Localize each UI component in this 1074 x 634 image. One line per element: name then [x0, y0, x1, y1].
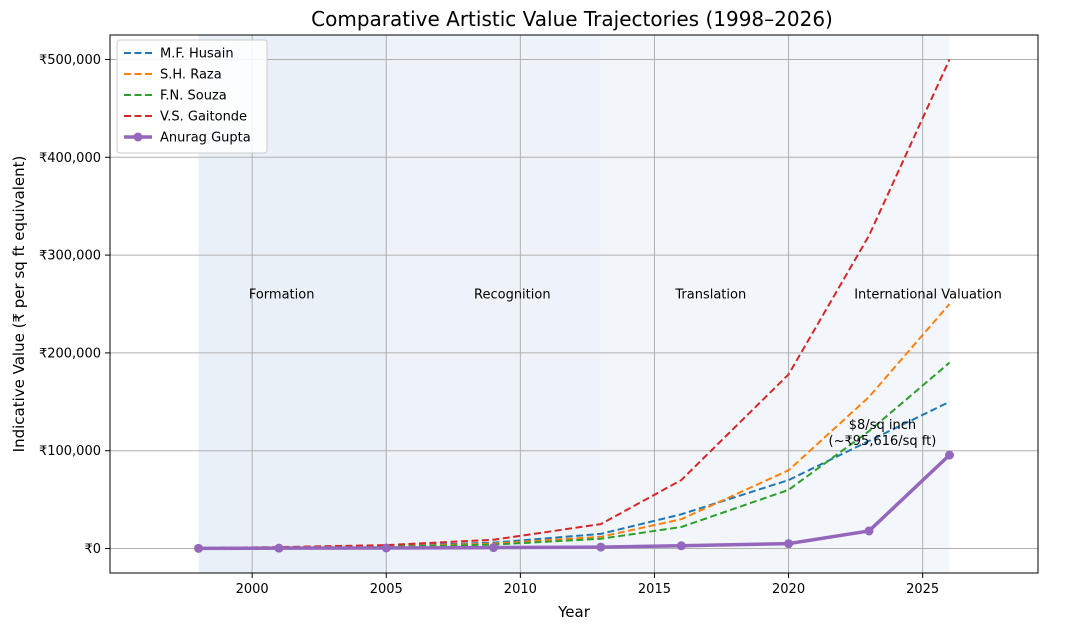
phase-label-recognition: Recognition: [474, 288, 551, 303]
y-tick-label-400000: ₹400,000: [39, 151, 101, 166]
data-point-anurag-gupta-2023: [864, 526, 874, 536]
annotation-line-2: (~₹95,616/sq ft): [829, 434, 937, 449]
legend-marker-anurag-gupta: [133, 132, 143, 142]
x-tick-label-2010: 2010: [504, 582, 537, 597]
y-tick-label-0: ₹0: [84, 542, 101, 557]
phase-band-translation: [600, 35, 789, 573]
chart-title: Comparative Artistic Value Trajectories …: [311, 7, 833, 31]
y-tick-label-300000: ₹300,000: [39, 249, 101, 264]
data-point-anurag-gupta-2013: [596, 542, 606, 552]
x-tick-label-2025: 2025: [906, 582, 939, 597]
data-point-anurag-gupta-2026: [944, 450, 954, 460]
legend-label-v-s-gaitonde: V.S. Gaitonde: [160, 110, 247, 125]
legend-box: [116, 39, 268, 154]
x-tick-label-2015: 2015: [638, 582, 671, 597]
y-axis-title: Indicative Value (₹ per sq ft equivalent…: [10, 156, 28, 453]
data-point-anurag-gupta-2001: [274, 543, 284, 553]
y-tick-label-500000: ₹500,000: [39, 53, 101, 68]
legend-label-s-h-raza: S.H. Raza: [160, 68, 222, 83]
series-lines: [194, 59, 954, 553]
legend: M.F. Husain S.H. Raza F.N. Souza V.S. Gaito…: [116, 39, 268, 154]
y-tick-label-200000: ₹200,000: [39, 346, 101, 361]
phase-label-international-valuation: International Valuation: [854, 288, 1002, 303]
phase-label-formation: Formation: [249, 288, 315, 303]
plot-frame: [109, 34, 1039, 574]
legend-label-f-n-souza: F.N. Souza: [160, 89, 227, 104]
legend-label-m-f-husain: M.F. Husain: [160, 47, 234, 62]
legend-label-anurag-gupta: Anurag Gupta: [160, 131, 251, 146]
phase-label-translation: Translation: [674, 288, 746, 303]
annotations: $8/sq inch(~₹95,616/sq ft): [829, 418, 937, 449]
axes: 2000 2005 2010 2015 2020 2025 ₹0 ₹100,000 ₹200,0…: [39, 34, 1039, 597]
phase-labels: Formation Recognition Translation Internati…: [249, 288, 1002, 303]
x-axis-title: Year: [557, 603, 591, 621]
data-point-anurag-gupta-2005: [381, 543, 391, 553]
data-point-anurag-gupta-2016: [676, 541, 686, 551]
grid: [110, 35, 1038, 573]
x-tick-label-2005: 2005: [370, 582, 403, 597]
phase-band-recognition: [386, 35, 601, 573]
x-tick-label-2000: 2000: [236, 582, 269, 597]
y-tick-label-100000: ₹100,000: [39, 444, 101, 459]
data-point-anurag-gupta-1998: [194, 543, 204, 553]
phase-band-international-valuation: [788, 35, 950, 573]
data-point-anurag-gupta-2009: [489, 543, 499, 553]
data-point-anurag-gupta-2020: [784, 539, 794, 549]
phase-bands: [198, 35, 950, 573]
x-tick-label-2020: 2020: [772, 582, 805, 597]
annotation-line-1: $8/sq inch: [849, 418, 916, 433]
